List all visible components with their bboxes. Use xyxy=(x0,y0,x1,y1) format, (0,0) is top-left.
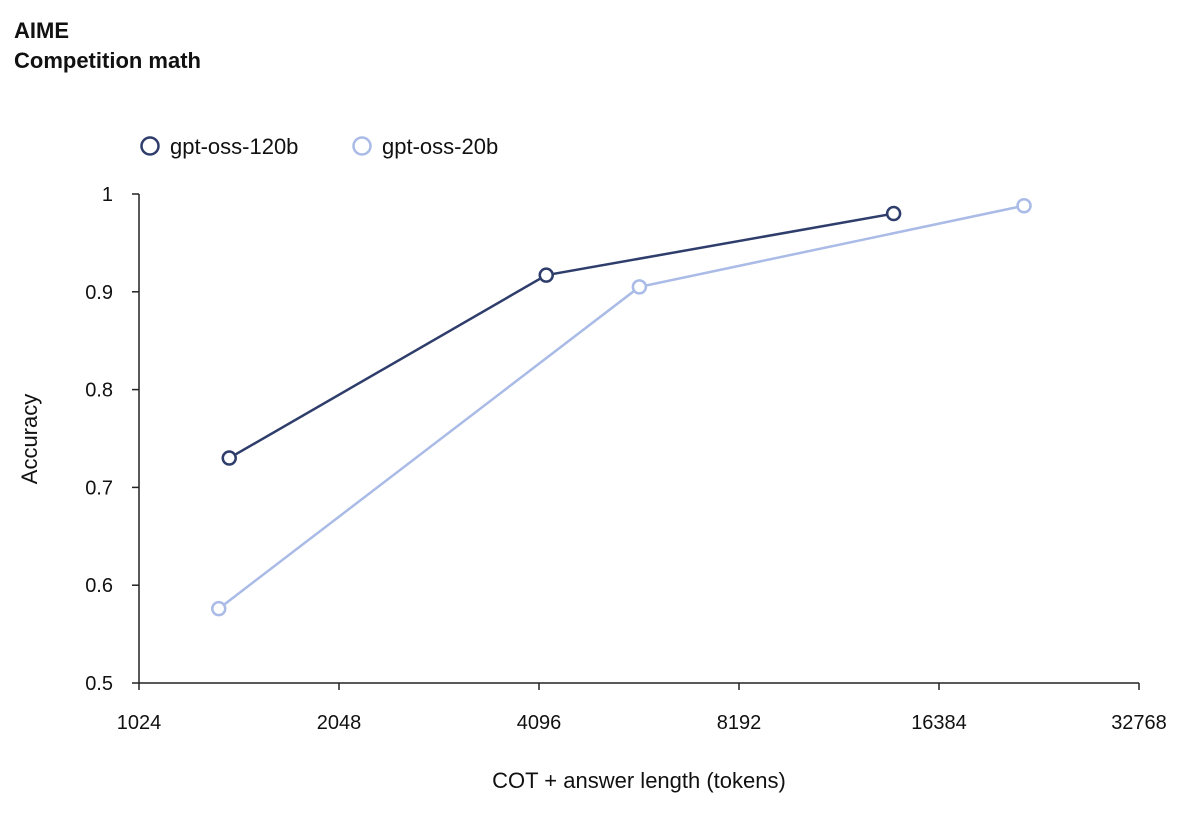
chart-subtitle: Competition math xyxy=(14,48,201,73)
legend-item: gpt-oss-120b xyxy=(140,134,298,159)
series-line xyxy=(228,212,894,460)
y-tick-label: 0.8 xyxy=(85,380,113,402)
data-point xyxy=(1016,197,1032,214)
x-tick-label: 4096 xyxy=(517,712,562,734)
legend-marker xyxy=(140,136,160,156)
chart-titles: AIME Competition math xyxy=(14,16,201,76)
axes: 0.5 0.6 0.7 0.8 0.9 1 1024 2048 4096 8192 16384 327… xyxy=(85,184,1167,734)
y-tick-label: 0.5 xyxy=(85,673,113,695)
legend-item: gpt-oss-20b xyxy=(352,134,498,159)
series-line xyxy=(217,204,1025,610)
y-tick-label: 0.7 xyxy=(85,477,113,499)
series-layer xyxy=(210,197,1032,617)
y-axis-label: Accuracy xyxy=(17,394,42,484)
data-point xyxy=(538,267,554,283)
data-point xyxy=(885,205,902,222)
x-tick-label: 16384 xyxy=(911,712,967,734)
y-tick-label: 0.6 xyxy=(85,575,113,597)
chart-title: AIME xyxy=(14,18,69,43)
data-point xyxy=(221,450,237,466)
x-tick-label: 8192 xyxy=(717,712,762,734)
x-tick-label: 32768 xyxy=(1111,712,1167,734)
legend-label: gpt-oss-120b xyxy=(170,134,298,159)
x-axis-label: COT + answer length (tokens) xyxy=(492,768,786,793)
series-gpt-oss-120b xyxy=(221,205,902,466)
legend: gpt-oss-120b gpt-oss-20b xyxy=(140,134,498,159)
y-tick-label: 1 xyxy=(102,184,113,206)
x-tick-label: 2048 xyxy=(317,712,362,734)
x-tick-label: 1024 xyxy=(117,712,162,734)
data-point xyxy=(210,600,227,617)
data-point xyxy=(631,279,648,295)
legend-marker xyxy=(352,136,372,156)
series-gpt-oss-20b xyxy=(210,197,1032,617)
y-tick-label: 0.9 xyxy=(85,282,113,304)
legend-label: gpt-oss-20b xyxy=(382,134,498,159)
